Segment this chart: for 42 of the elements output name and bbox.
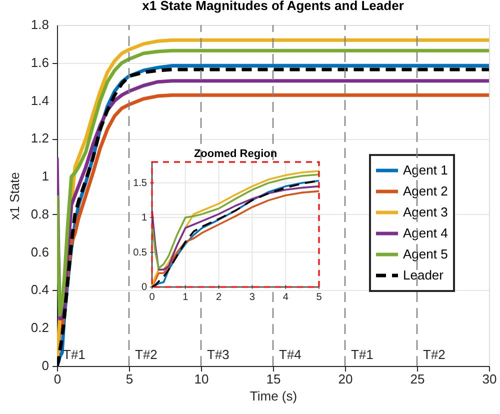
x-tick-label: 10 — [194, 372, 209, 386]
legend-label: Agent 2 — [403, 184, 448, 198]
x-tick-label: 15 — [266, 372, 281, 386]
x-tick-label: 4 — [282, 292, 289, 303]
x-tick-label: 0 — [54, 372, 62, 386]
x-tick-label: 30 — [482, 372, 497, 386]
y-tick-label: 0.5 — [133, 247, 148, 258]
y-tick-label: 0.6 — [30, 244, 49, 260]
y-tick-label: 1 — [42, 168, 49, 184]
y-tick-label: 1.8 — [30, 17, 49, 32]
x-tick-label: 0 — [149, 292, 156, 303]
y-tick-label: 1.6 — [30, 54, 49, 70]
legend-label: Agent 3 — [403, 204, 448, 220]
x-tick-label: 5 — [316, 292, 322, 303]
legend-label: Leader — [403, 268, 444, 282]
x-tick-label: 20 — [338, 372, 353, 386]
y-axis-title: x1 State — [7, 172, 22, 220]
ref-line-label: T#2 — [135, 347, 158, 362]
x-axis-title: Time (s) — [250, 388, 298, 404]
y-tick-label: 0.8 — [30, 206, 49, 222]
chart-title: x1 State Magnitudes of Agents and Leader — [142, 0, 404, 13]
ref-line-label: T#2 — [423, 347, 446, 362]
ref-line-label: T#1 — [351, 347, 374, 362]
chart-title: Zoomed Region — [194, 148, 278, 160]
y-tick-label: 1.5 — [133, 178, 148, 189]
x-tick-label: 2 — [216, 292, 222, 303]
y-tick-label: 1 — [141, 212, 148, 224]
ref-line-label: T#3 — [207, 347, 230, 362]
y-tick-label: 1.2 — [30, 130, 49, 146]
y-tick-label: 0 — [141, 282, 148, 293]
ref-line-label: T#4 — [279, 347, 302, 362]
annotation: T#1 — [63, 347, 86, 362]
y-tick-label: 0 — [42, 358, 49, 373]
legend-label: Agent 5 — [403, 246, 448, 262]
y-tick-label: 0.2 — [30, 320, 49, 336]
y-tick-label: 0.4 — [30, 282, 49, 298]
legend-label: Agent 1 — [403, 162, 448, 178]
y-tick-label: 1.4 — [30, 92, 49, 108]
x-tick-label: 25 — [410, 372, 425, 386]
x-tick-label: 3 — [249, 292, 256, 303]
x-tick-label: 1 — [182, 292, 189, 303]
x-tick-label: 5 — [126, 372, 134, 386]
